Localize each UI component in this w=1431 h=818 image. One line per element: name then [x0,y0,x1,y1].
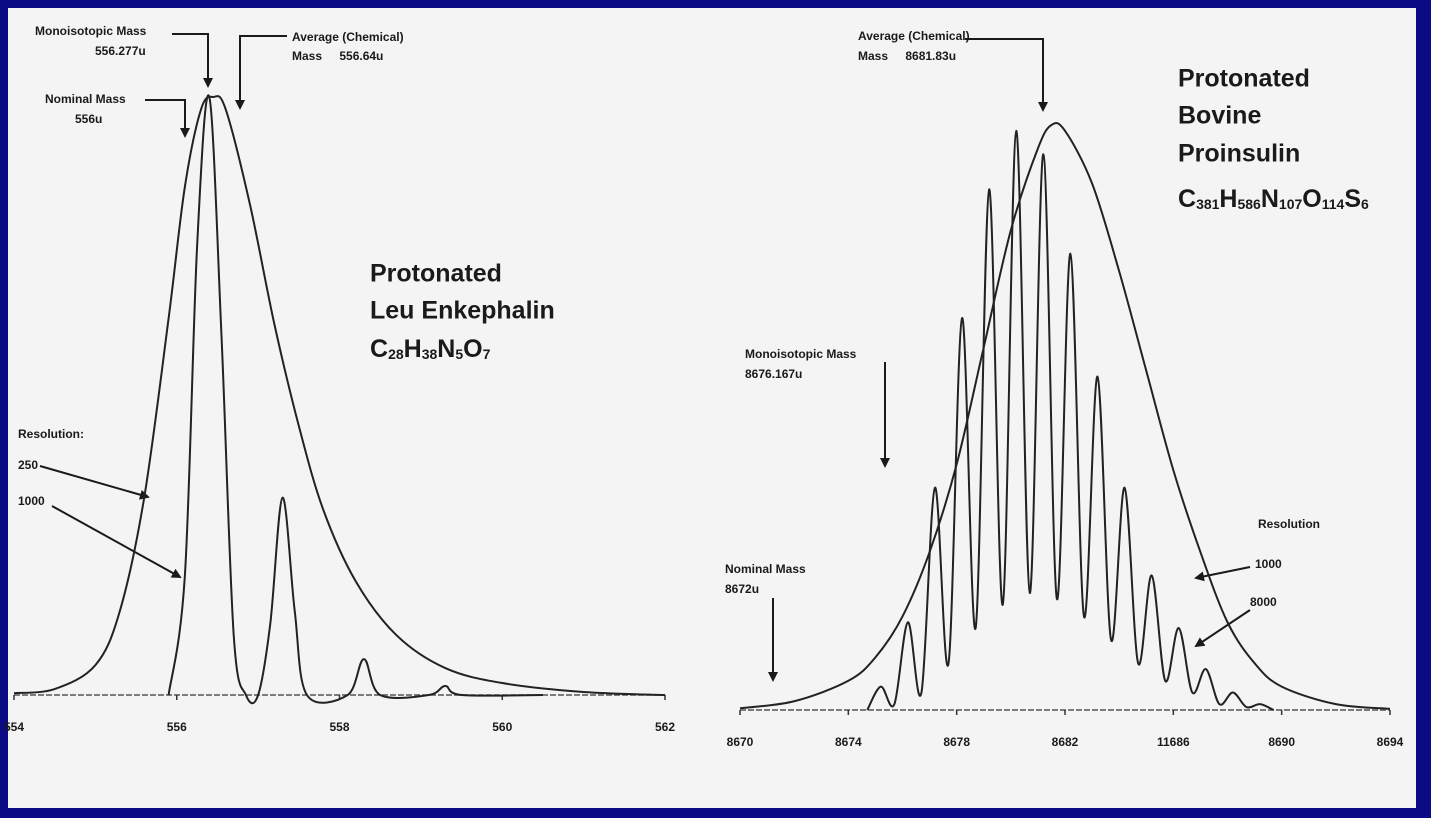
annotation: 8672u [725,582,759,596]
arrow [145,99,190,138]
formula-element: C [1178,185,1196,213]
legend-label: 8000 [1250,595,1277,609]
title-line: Leu Enkephalin [370,297,555,325]
arrow [39,465,150,500]
formula-subscript: 114 [1322,196,1345,212]
formula: C28H38N5O7 [370,335,491,363]
x-tick-label: 556 [167,720,187,734]
formula-subscript: 6 [1361,196,1369,212]
formula-subscript: 7 [483,346,491,362]
x-tick-label: 8682 [1052,735,1079,749]
spectrum-line [13,95,666,696]
arrow [1194,609,1251,648]
x-tick-label: 558 [329,720,349,734]
x-tick-label: 8694 [1377,735,1404,749]
legend-title: Resolution: [18,427,84,441]
formula-element: H [404,335,422,363]
title-line: Proinsulin [1178,140,1300,168]
x-tick-label: 562 [655,720,675,734]
annotation: Monoisotopic Mass [35,24,147,38]
annotation: Average (Chemical) [292,30,404,44]
x-tick-label: 560 [492,720,512,734]
legend-title: Resolution [1258,517,1320,531]
formula-element: S [1344,185,1361,213]
formula-subscript: 28 [388,346,404,362]
spectrum-line [167,94,543,705]
annotation: 556u [75,112,102,126]
formula-element: N [437,335,455,363]
legend-label: 1000 [1255,557,1282,571]
formula-subscript: 5 [455,346,463,362]
title-line: Bovine [1178,102,1261,130]
legend-label: 1000 [18,494,45,508]
x-tick-label: 8674 [835,735,862,749]
arrow [51,505,182,578]
spectrum-line [866,129,1274,711]
formula-element: C [370,335,388,363]
formula: C381H586N107O114S6 [1178,185,1369,213]
formula-element: O [1302,185,1321,213]
right-chart: Average (Chemical) Mass 8681.83u Protona… [725,29,1404,749]
arrow [235,35,287,110]
x-tick-label: 8690 [1268,735,1295,749]
formula-element: O [463,335,482,363]
arrow [1194,566,1251,582]
title-line: Protonated [370,260,502,288]
formula-subscript: 107 [1279,196,1303,212]
formula-subscript: 38 [422,346,438,362]
legend-label: 250 [18,458,38,472]
arrow [172,33,213,88]
formula-subscript: 381 [1196,196,1220,212]
annotation: 8676.167u [745,367,802,381]
annotation: Mass 8681.83u [858,49,956,63]
annotation: 556.277u [95,44,146,58]
spectrum-line [739,122,1391,710]
x-tick-label: 8678 [943,735,970,749]
x-tick-label: 8670 [727,735,754,749]
formula-subscript: 586 [1237,196,1261,212]
formula-element: N [1261,185,1279,213]
x-tick-label: 554 [4,720,24,734]
title-line: Protonated [1178,65,1310,93]
annotation: Monoisotopic Mass [745,347,857,361]
x-tick-label: 11686 [1157,735,1190,749]
left-chart: Monoisotopic Mass 556.277u Average (Chem… [4,24,675,734]
annotation: Nominal Mass [45,92,126,106]
annotation: Nominal Mass [725,562,806,576]
annotation: Average (Chemical) [858,29,970,43]
formula-element: H [1219,185,1237,213]
annotation: Mass 556.64u [292,49,383,63]
scan-background [8,8,1416,808]
arrow [965,38,1048,112]
